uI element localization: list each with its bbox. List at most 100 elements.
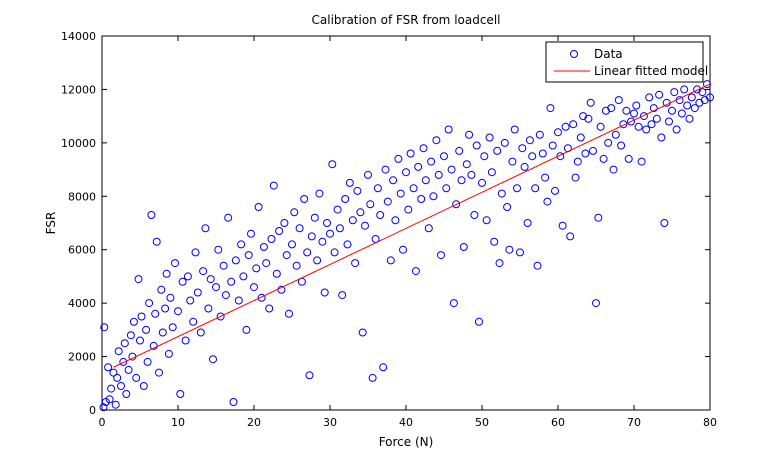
- data-point: [406, 149, 415, 158]
- data-point: [201, 224, 210, 233]
- data-point: [548, 141, 557, 150]
- data-point: [389, 176, 398, 185]
- data-point: [254, 203, 263, 211]
- data-point: [247, 229, 255, 238]
- legend-marker-data: [570, 50, 578, 58]
- data-point: [199, 267, 208, 276]
- legend-box: [545, 41, 704, 83]
- data-point: [634, 122, 643, 131]
- data-point: [472, 141, 481, 150]
- data-point: [206, 275, 215, 284]
- data-point: [366, 200, 375, 209]
- data-point: [149, 341, 158, 350]
- data-point: [455, 146, 464, 155]
- data-point: [558, 221, 567, 230]
- data-point: [282, 251, 291, 260]
- data-point: [617, 141, 626, 150]
- data-point: [685, 114, 694, 123]
- data-point: [151, 309, 160, 318]
- data-point: [510, 125, 519, 134]
- data-point: [229, 398, 238, 406]
- data-point: [280, 219, 289, 227]
- data-point: [338, 291, 347, 300]
- data-point: [295, 224, 304, 233]
- data-point: [533, 261, 542, 270]
- data-point: [300, 195, 309, 203]
- data-point: [627, 117, 635, 126]
- data-point: [487, 168, 496, 177]
- data-point: [139, 382, 148, 390]
- data-point: [162, 269, 171, 278]
- data-point: [292, 261, 301, 270]
- data-point: [535, 130, 544, 139]
- data-point: [107, 384, 116, 393]
- data-point: [262, 259, 271, 268]
- y-tick-label: 8000: [68, 190, 96, 203]
- data-point: [622, 106, 631, 115]
- data-point: [706, 93, 714, 102]
- data-point: [239, 272, 248, 281]
- x-tick-label: 80: [703, 416, 717, 429]
- data-point: [518, 144, 527, 153]
- x-axis-label: Force (N): [379, 435, 434, 449]
- data-point: [561, 122, 570, 131]
- y-tick-label: 2000: [68, 351, 96, 364]
- data-point: [99, 403, 108, 412]
- data-point: [157, 285, 166, 294]
- data-points: [99, 80, 714, 412]
- data-point: [470, 211, 479, 219]
- data-point: [447, 165, 456, 174]
- data-point: [703, 80, 711, 89]
- data-point: [341, 195, 350, 203]
- data-point: [364, 170, 372, 179]
- data-point: [145, 299, 154, 308]
- data-point: [556, 152, 565, 161]
- data-point: [665, 117, 673, 126]
- data-point: [272, 269, 281, 278]
- data-point: [129, 317, 138, 326]
- data-point: [383, 197, 392, 206]
- data-point: [189, 317, 198, 326]
- data-point: [212, 283, 220, 292]
- data-point: [288, 240, 296, 249]
- data-point: [630, 109, 638, 118]
- data-point: [259, 243, 268, 251]
- data-point: [417, 195, 426, 203]
- data-point: [120, 339, 129, 348]
- data-point: [318, 237, 327, 246]
- data-point: [500, 138, 509, 147]
- data-point: [645, 93, 654, 102]
- data-point: [683, 101, 692, 110]
- y-tick-label: 4000: [68, 297, 96, 310]
- data-point: [513, 184, 521, 193]
- data-point: [136, 336, 144, 345]
- x-tick-label: 40: [399, 416, 413, 429]
- data-point: [647, 120, 656, 129]
- data-point: [581, 149, 590, 158]
- data-point: [113, 373, 122, 382]
- data-point: [609, 165, 618, 174]
- data-point: [409, 184, 418, 193]
- data-point: [546, 104, 555, 113]
- data-point: [652, 114, 661, 123]
- data-point: [209, 355, 217, 364]
- data-point: [277, 285, 286, 294]
- data-point: [687, 93, 696, 102]
- data-point: [368, 373, 377, 382]
- data-point: [313, 256, 322, 265]
- data-point: [677, 109, 686, 118]
- data-point: [624, 154, 633, 163]
- data-point: [147, 211, 156, 219]
- data-point: [586, 98, 595, 107]
- data-point: [592, 299, 600, 308]
- data-point: [607, 104, 616, 113]
- y-tick-label: 14000: [61, 30, 96, 43]
- data-point: [493, 146, 502, 155]
- data-point: [657, 133, 666, 142]
- data-point: [186, 296, 195, 305]
- data-point: [158, 328, 167, 337]
- data-point: [637, 157, 646, 166]
- data-point: [503, 203, 512, 211]
- data-point: [440, 152, 448, 161]
- y-tick-label: 10000: [61, 137, 96, 150]
